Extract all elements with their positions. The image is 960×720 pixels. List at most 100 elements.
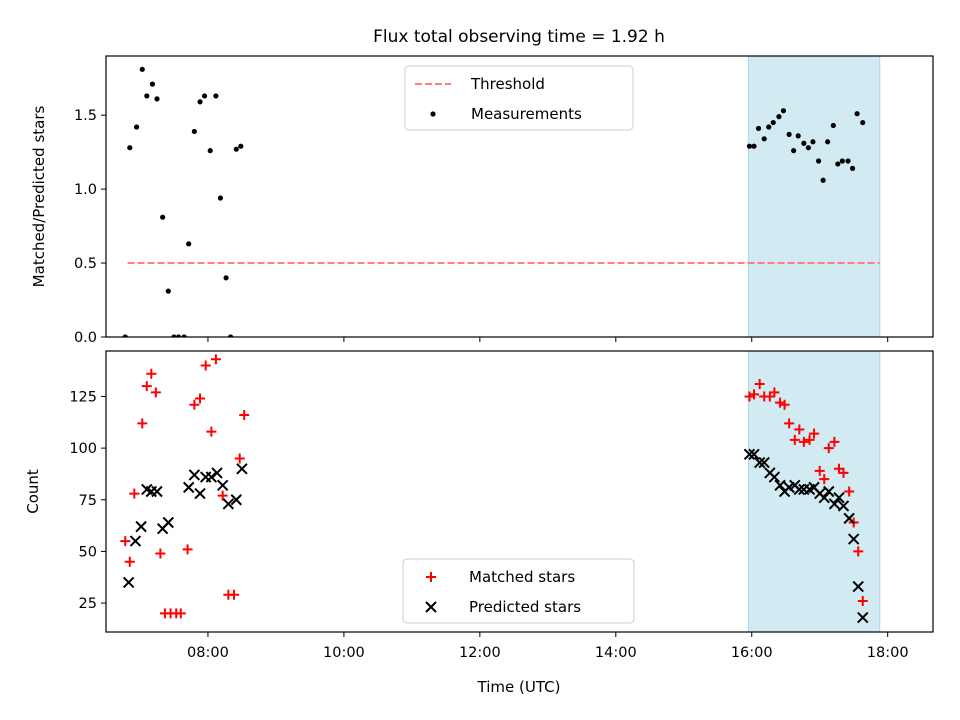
data-point (823, 485, 835, 498)
data-point (238, 143, 244, 149)
data-point (188, 469, 201, 481)
axes-frame (105, 350, 934, 633)
data-point (853, 546, 864, 557)
data-point (129, 535, 142, 547)
y-tick-label: 100 (69, 441, 97, 457)
y-tick-label: 0.0 (74, 330, 97, 346)
figure-title: Flux total observing time = 1.92 h (373, 27, 665, 47)
data-point (137, 418, 148, 429)
data-point (182, 481, 195, 494)
y-axis-label: Matched/Predicted stars (30, 106, 48, 288)
data-point (835, 161, 841, 167)
data-point (801, 140, 807, 146)
data-point (798, 436, 809, 447)
data-point (751, 143, 757, 149)
data-point (793, 483, 806, 496)
data-point (200, 360, 211, 371)
legend-swatch (430, 111, 436, 117)
data-point (175, 608, 186, 619)
data-point (776, 114, 782, 120)
data-point (197, 99, 203, 105)
data-point (182, 544, 193, 555)
legend-label: Threshold (470, 75, 545, 93)
data-point (120, 536, 131, 547)
data-point (216, 479, 229, 492)
data-point (780, 108, 787, 114)
data-point (789, 434, 800, 445)
data-point (749, 389, 760, 400)
legend-label: Measurements (471, 105, 582, 123)
data-point (818, 491, 830, 504)
x-tick-label: 18:00 (867, 645, 909, 661)
data-point (195, 393, 206, 404)
data-point (207, 148, 213, 154)
data-point (819, 474, 830, 485)
data-point (823, 443, 834, 454)
data-point (228, 334, 234, 337)
data-point (150, 387, 161, 398)
highlight-span (747, 55, 881, 338)
x-tick-label: 12:00 (459, 645, 501, 661)
data-point (181, 334, 187, 337)
data-point (127, 145, 133, 151)
data-point (857, 596, 868, 607)
data-point (830, 122, 836, 129)
legend-frame (404, 65, 634, 131)
data-point (146, 368, 157, 379)
data-point (151, 485, 163, 498)
data-point (234, 453, 245, 464)
data-point (786, 131, 792, 137)
data-point (795, 133, 801, 139)
data-point (205, 471, 218, 483)
data-point (814, 465, 825, 476)
data-point (141, 381, 152, 392)
data-point (838, 467, 849, 478)
y-tick-label: 0.5 (74, 256, 97, 272)
data-point (162, 516, 175, 529)
data-point (860, 119, 866, 126)
legend-label: Predicted stars (469, 598, 581, 616)
data-point (769, 387, 780, 398)
markers (122, 66, 866, 337)
data-point (171, 334, 177, 337)
data-point (122, 334, 128, 337)
data-point (775, 397, 786, 408)
data-point (839, 158, 845, 164)
data-point (753, 456, 766, 469)
data-point (217, 195, 224, 201)
data-point (233, 146, 239, 152)
data-point (829, 436, 840, 447)
data-point (165, 288, 171, 294)
data-point (815, 158, 822, 164)
data-point (779, 399, 790, 410)
x-tick-label: 10:00 (323, 645, 365, 661)
markers (120, 354, 869, 624)
data-point (133, 124, 140, 130)
y-tick-label: 25 (79, 596, 97, 612)
data-point (236, 463, 248, 475)
y-tick-label: 50 (79, 544, 97, 560)
legend: Matched stars Predicted stars (402, 558, 635, 624)
data-point (784, 418, 795, 429)
data-point (794, 424, 805, 435)
data-point (837, 500, 850, 512)
axes-frame (105, 55, 934, 338)
data-point (149, 81, 156, 87)
data-point (217, 490, 228, 501)
data-point (186, 241, 192, 247)
y-tick-label: 125 (69, 389, 97, 405)
data-point (213, 93, 219, 99)
data-point (129, 488, 140, 499)
data-point (211, 467, 223, 479)
data-point (766, 124, 772, 130)
legend-frame (402, 558, 635, 624)
data-point (229, 589, 240, 600)
data-point (160, 214, 166, 220)
data-point (770, 119, 776, 126)
data-point (239, 410, 250, 421)
data-point (804, 434, 815, 445)
data-point (791, 148, 797, 154)
legend-swatch (426, 572, 436, 582)
data-point (761, 136, 767, 142)
